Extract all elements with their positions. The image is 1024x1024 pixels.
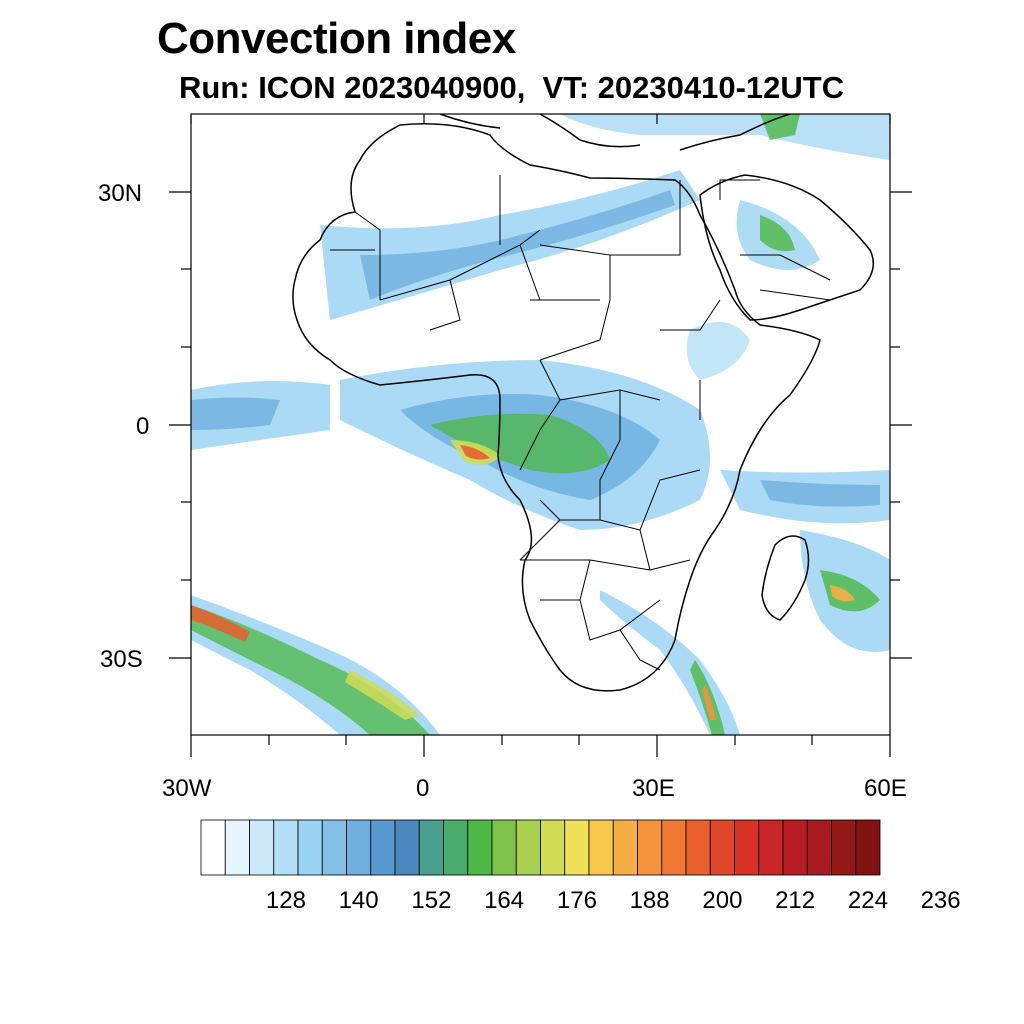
- colorbar-box: [515, 819, 541, 876]
- colorbar-label: 128: [265, 887, 306, 914]
- colorbar-box: [467, 819, 493, 876]
- country-borders: [330, 175, 831, 671]
- field-madagascar-hot: [830, 585, 855, 602]
- lon-label-30e: 30E: [632, 775, 675, 802]
- field-central-red: [460, 445, 490, 460]
- europe-coastline: [439, 114, 791, 151]
- colorbar-label: 188: [629, 887, 670, 914]
- border-lines: [330, 175, 831, 671]
- lat-label-0: 0: [136, 413, 150, 440]
- axis-ticks: [169, 114, 912, 757]
- colorbar-box: [224, 819, 250, 876]
- colorbar-label: 236: [920, 887, 961, 914]
- colorbar-label: 224: [847, 887, 888, 914]
- colorbar-label: 200: [702, 887, 743, 914]
- africa-coastline: [292, 123, 821, 692]
- colorbar-box: [297, 819, 323, 876]
- field-se-africa-hot: [702, 685, 716, 720]
- map-subtitle: Run: ICON 2023040900, VT: 20230410-12UTC: [179, 70, 845, 105]
- field-south-atlantic-yellow: [345, 670, 420, 720]
- colorbar-label: 176: [556, 887, 597, 914]
- colorbar-box: [370, 819, 396, 876]
- colorbar-box: [564, 819, 590, 876]
- colorbar-box: [588, 819, 614, 876]
- field-sahel-core: [360, 190, 675, 300]
- colorbar-box: [249, 819, 275, 876]
- field-madagascar-core: [820, 570, 880, 612]
- colorbar-box: [806, 819, 832, 876]
- colorbar-box: [612, 819, 638, 876]
- colorbar-box: [321, 819, 347, 876]
- colorbar: [200, 819, 881, 876]
- lon-label-60e: 60E: [864, 775, 907, 802]
- convection-field: [191, 114, 890, 735]
- colorbar-box: [782, 819, 808, 876]
- colorbar-box: [491, 819, 517, 876]
- colorbar-box: [685, 819, 711, 876]
- colorbar-box: [394, 819, 420, 876]
- lat-label-30s: 30S: [100, 646, 143, 673]
- colorbar-label: 152: [411, 887, 452, 914]
- lon-label-30w: 30W: [162, 775, 212, 802]
- field-south-atlantic-mid: [191, 605, 430, 735]
- colorbar-label: 140: [338, 887, 379, 914]
- madagascar-coastline: [761, 535, 810, 621]
- colorbar-box: [418, 819, 444, 876]
- field-east-coast-core: [760, 480, 880, 507]
- colorbar-box: [637, 819, 663, 876]
- field-arabia-core: [760, 215, 795, 252]
- arabia-coastline: [699, 174, 875, 321]
- coastlines: [292, 114, 875, 692]
- field-atlantic-core: [191, 397, 280, 430]
- colorbar-box: [709, 819, 735, 876]
- colorbar-label: 164: [484, 887, 525, 914]
- map-title: Convection index: [157, 14, 516, 63]
- field-central-green: [430, 413, 610, 474]
- colorbar-box: [273, 819, 299, 876]
- field-south-atlantic-hot: [191, 605, 250, 642]
- colorbar-box: [831, 819, 857, 876]
- colorbar-label: 212: [775, 887, 816, 914]
- field-north-top: [560, 114, 890, 160]
- lat-label-30n: 30N: [98, 180, 143, 207]
- lon-label-0: 0: [416, 775, 430, 802]
- colorbar-box: [661, 819, 687, 876]
- field-ethiopia: [686, 322, 750, 380]
- colorbar-box: [443, 819, 469, 876]
- colorbar-box: [346, 819, 372, 876]
- colorbar-box: [758, 819, 784, 876]
- colorbar-box: [200, 819, 226, 876]
- colorbar-box: [855, 819, 881, 876]
- colorbar-box: [734, 819, 760, 876]
- colorbar-box: [540, 819, 566, 876]
